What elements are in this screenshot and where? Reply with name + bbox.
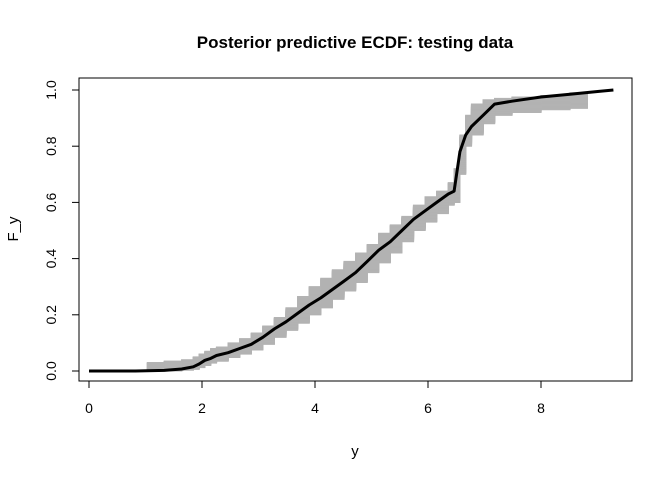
predictive-ecdf-line xyxy=(146,102,588,370)
predictive-ecdf-line xyxy=(146,98,588,367)
predictive-ecdf-line xyxy=(146,95,588,366)
predictive-ecdf-line xyxy=(146,105,588,371)
x-tick-label: 6 xyxy=(424,400,432,416)
predictive-ecdf-line xyxy=(146,100,588,369)
predictive-ecdf-line xyxy=(146,97,588,367)
predictive-ecdf-line xyxy=(146,99,588,368)
predictive-ecdf-line xyxy=(146,98,588,367)
predictive-ecdf-line xyxy=(146,104,588,371)
y-tick-label: 1.0 xyxy=(43,80,59,100)
x-tick-label: 2 xyxy=(198,400,206,416)
predictive-ecdf-line xyxy=(146,93,588,365)
chart-title: Posterior predictive ECDF: testing data xyxy=(197,33,514,52)
predictive-ecdf-line xyxy=(146,95,588,366)
predictive-ecdf-line xyxy=(146,102,588,369)
predictive-ecdf-line xyxy=(146,99,588,368)
predictive-ecdf-line xyxy=(146,93,588,365)
predictive-ecdf-line xyxy=(146,100,588,369)
observed-line-group xyxy=(89,88,614,373)
predictive-ecdf-line xyxy=(146,96,588,366)
y-tick-label: 0.4 xyxy=(43,249,59,269)
y-tick-label: 0.2 xyxy=(43,305,59,325)
predictive-ecdf-line xyxy=(146,96,588,366)
predictive-ecdf-line xyxy=(146,106,588,372)
predictive-ecdf-line xyxy=(146,105,588,371)
predictive-ecdf-line xyxy=(146,103,588,370)
predictive-ecdf-line xyxy=(146,93,588,365)
predictive-ecdf-line xyxy=(146,106,588,372)
observed-ecdf-line xyxy=(89,88,614,373)
predictive-ecdf-line xyxy=(146,102,588,370)
x-tick-label: 4 xyxy=(311,400,319,416)
predictive-ecdf-line xyxy=(146,95,588,366)
predictive-ecdf-line xyxy=(146,103,588,370)
predictive-ecdf-line xyxy=(146,101,588,369)
predictive-ecdf-line xyxy=(146,92,588,364)
predictive-ecdf-line xyxy=(146,97,588,367)
x-tick-label: 8 xyxy=(537,400,545,416)
predictive-ecdf-line xyxy=(146,101,588,369)
predictive-ecdf-line xyxy=(146,106,588,372)
predictive-ecdf-line xyxy=(146,97,588,367)
predictive-ecdf-line xyxy=(146,104,588,371)
predictive-ecdf-line xyxy=(146,100,588,368)
x-axis: 0 2 4 6 8 xyxy=(85,380,545,416)
predictive-ecdf-line xyxy=(146,92,588,364)
predictive-ecdf-line xyxy=(146,91,588,364)
predictive-ecdf-line xyxy=(146,103,588,370)
predictive-ecdf-line xyxy=(146,102,588,370)
predictive-ecdf-line xyxy=(146,101,588,369)
plot-frame xyxy=(78,77,633,382)
x-tick-label: 0 xyxy=(85,400,93,416)
predictive-band-group xyxy=(146,91,588,372)
predictive-ecdf-line xyxy=(146,91,588,364)
predictive-ecdf-line xyxy=(146,99,588,368)
predictive-ecdf-line xyxy=(146,96,588,366)
predictive-ecdf-line xyxy=(146,98,588,368)
predictive-ecdf-line xyxy=(146,105,588,371)
predictive-ecdf-line xyxy=(146,94,588,365)
predictive-ecdf-line xyxy=(146,92,588,364)
y-axis-label: F_y xyxy=(5,216,22,242)
x-axis-label: y xyxy=(351,443,359,460)
predictive-ecdf-line xyxy=(146,94,588,365)
predictive-ecdf-line xyxy=(146,95,588,366)
y-tick-label: 0.0 xyxy=(43,361,59,381)
predictive-ecdf-line xyxy=(146,96,588,367)
predictive-ecdf-line xyxy=(146,104,588,370)
predictive-ecdf-line xyxy=(146,99,588,368)
predictive-ecdf-line xyxy=(146,101,588,369)
predictive-ecdf-line xyxy=(146,104,588,371)
predictive-ecdf-line xyxy=(146,93,588,364)
predictive-ecdf-line xyxy=(146,94,588,365)
y-axis: 0.0 0.2 0.4 0.6 0.8 1.0 xyxy=(43,80,80,381)
predictive-ecdf-line xyxy=(146,91,588,364)
predictive-ecdf-line xyxy=(146,98,588,367)
predictive-ecdf-line xyxy=(146,94,588,365)
y-tick-label: 0.8 xyxy=(43,136,59,156)
predictive-ecdf-line xyxy=(146,100,588,368)
predictive-ecdf-line xyxy=(146,106,588,372)
y-tick-label: 0.6 xyxy=(43,192,59,212)
predictive-ecdf-line xyxy=(146,105,588,371)
